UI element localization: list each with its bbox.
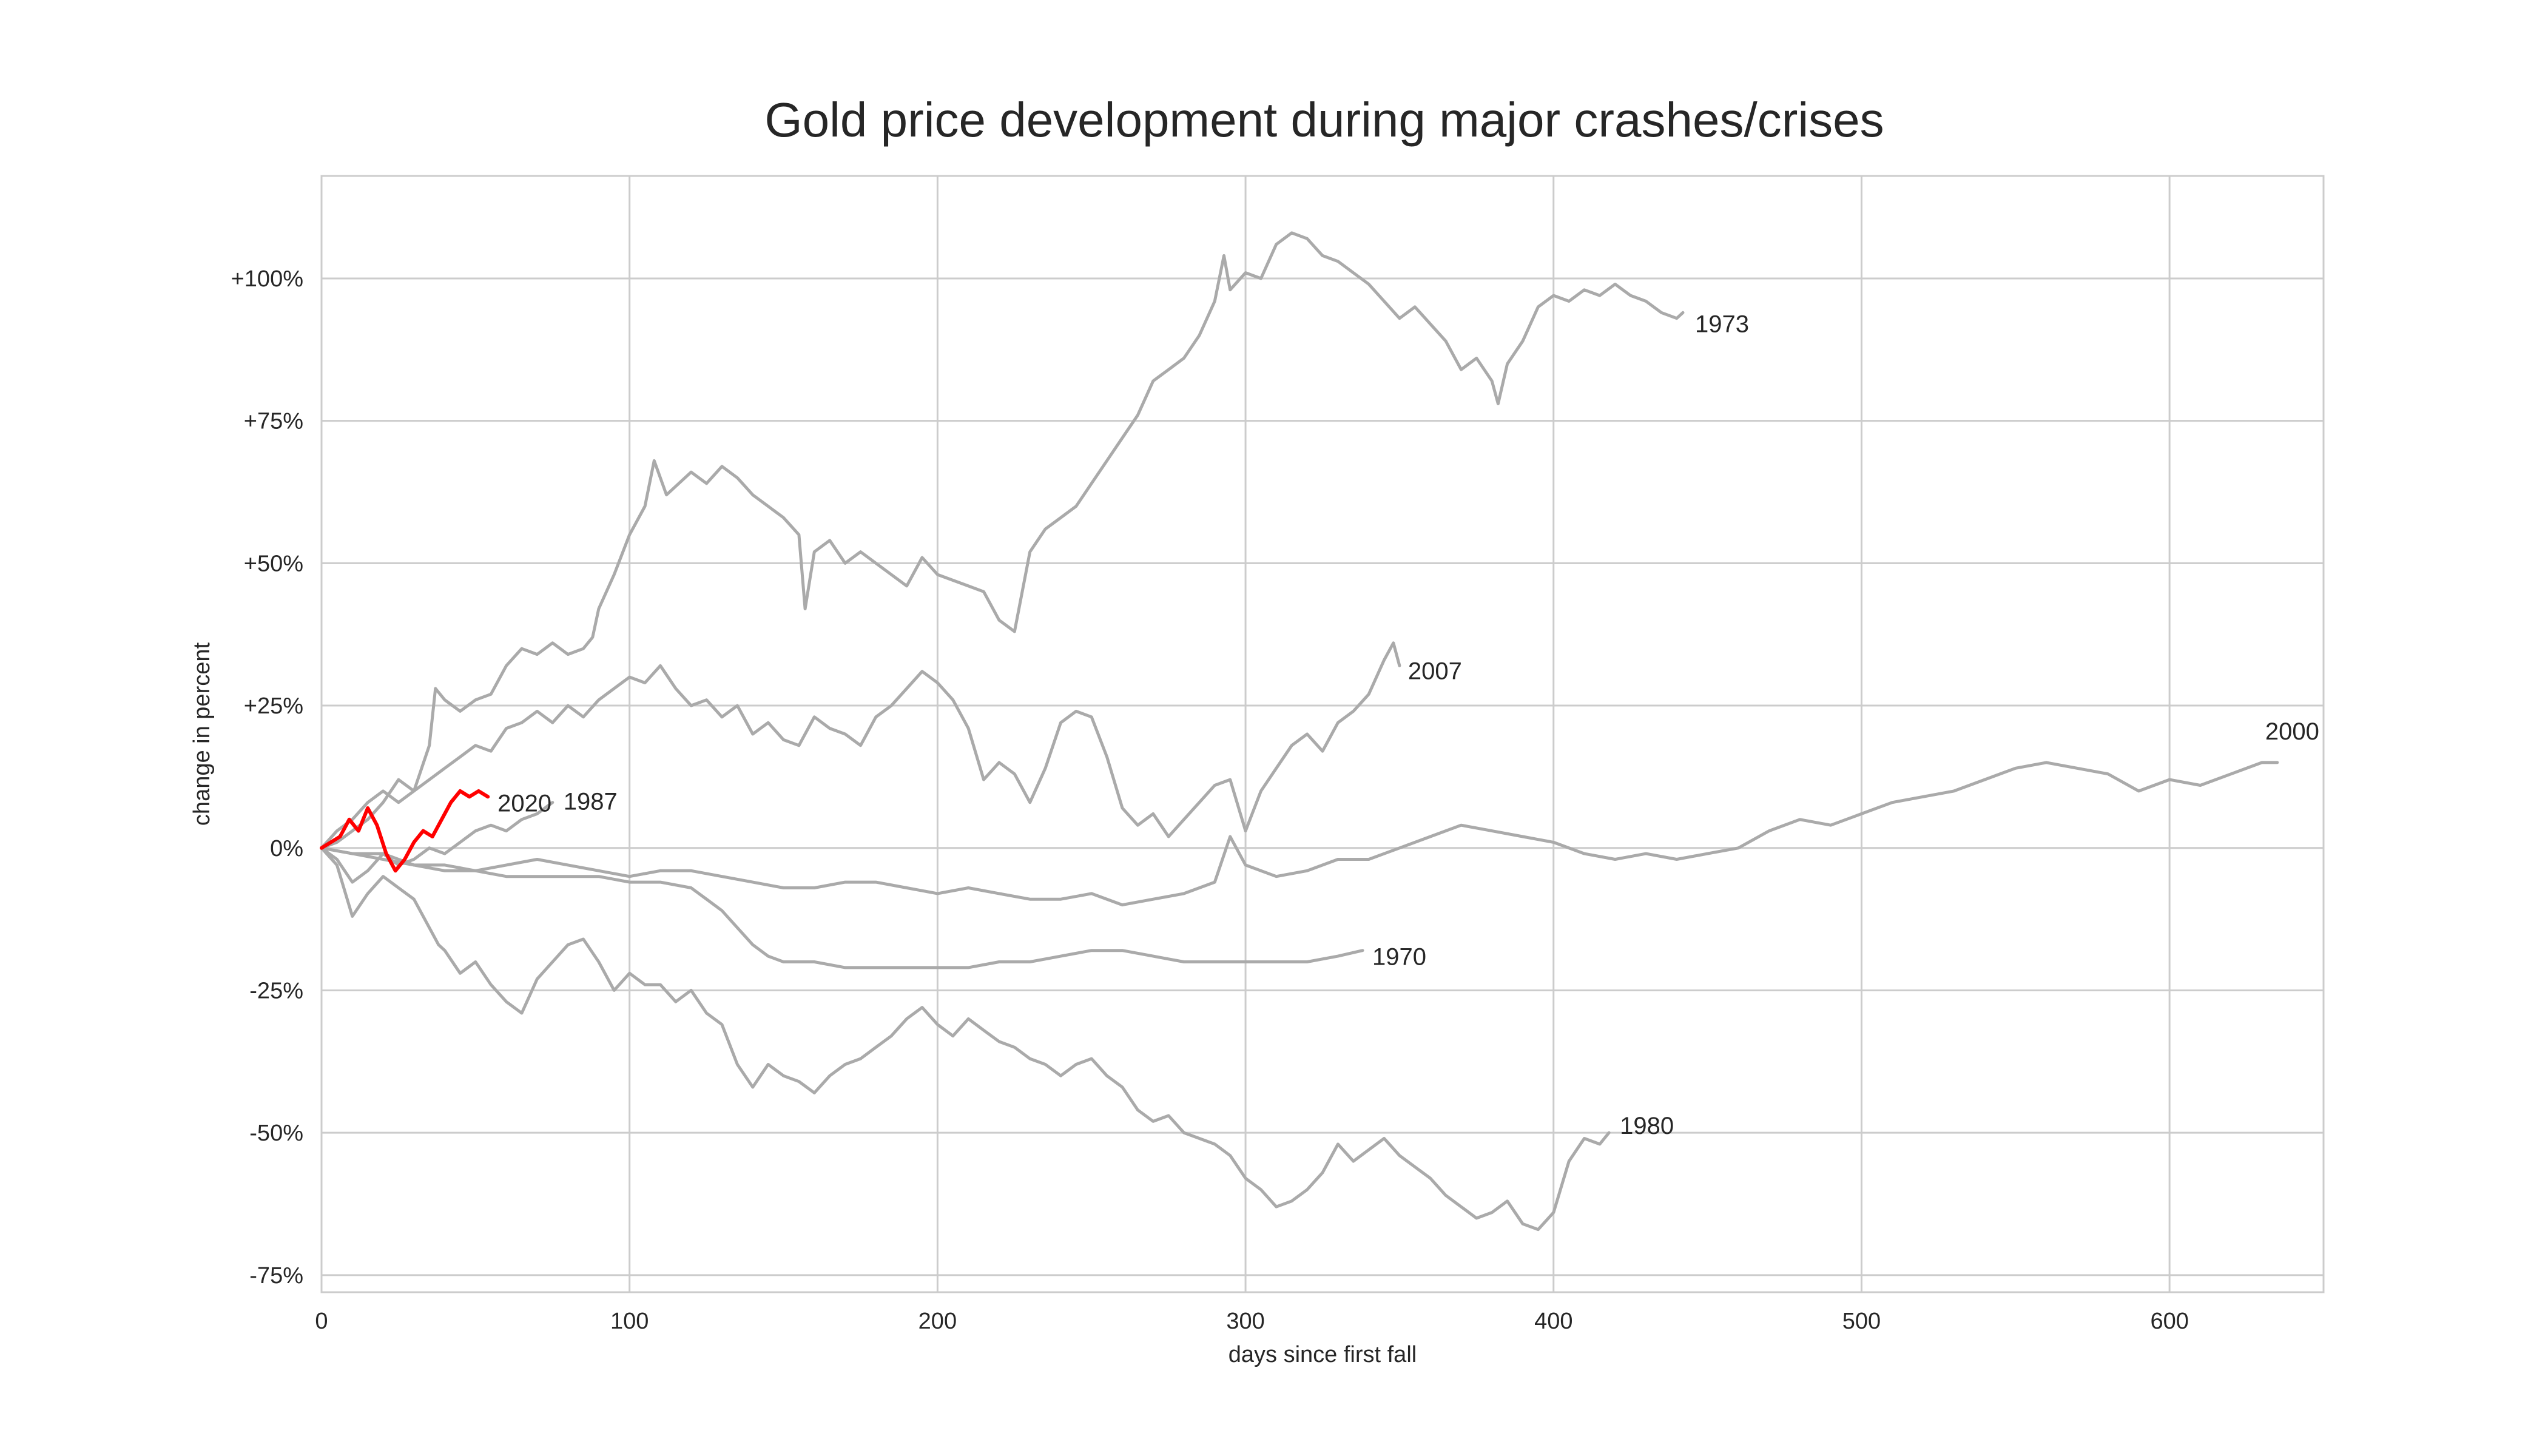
y-tick-label: -25% bbox=[249, 978, 303, 1003]
y-axis-title: change in percent bbox=[189, 642, 215, 826]
series-label-2007: 2007 bbox=[1408, 658, 1462, 684]
y-tick-label: -50% bbox=[249, 1121, 303, 1146]
series-end-labels: 1973 2007 2000 1987 1970 1980 2020 bbox=[497, 311, 2319, 1139]
y-tick-label: +25% bbox=[244, 693, 303, 719]
series-line-2007 bbox=[320, 641, 1401, 850]
x-tick-label: 500 bbox=[1842, 1309, 1881, 1334]
y-tick-label: -75% bbox=[249, 1263, 303, 1289]
series-label-1980: 1980 bbox=[1620, 1113, 1674, 1139]
series-line-1987 bbox=[320, 801, 554, 884]
chart-title: Gold price development during major cras… bbox=[764, 93, 1884, 147]
x-tick-label: 400 bbox=[1534, 1309, 1572, 1334]
series-line-1973 bbox=[320, 231, 1685, 850]
y-tick-labels: +100% +75% +50% +25% 0% -25% -50% -75% bbox=[231, 266, 303, 1289]
grid-lines bbox=[320, 176, 2324, 1292]
series-lines bbox=[320, 231, 2279, 1232]
y-tick-label: +100% bbox=[231, 266, 303, 292]
plot-frame bbox=[320, 175, 2325, 1293]
series-label-2000: 2000 bbox=[2265, 718, 2319, 745]
x-tick-label: 300 bbox=[1226, 1309, 1264, 1334]
x-tick-label: 200 bbox=[918, 1309, 957, 1334]
series-line-1980 bbox=[320, 846, 1611, 1232]
series-label-1973: 1973 bbox=[1695, 311, 1749, 337]
y-tick-label: +75% bbox=[244, 409, 303, 434]
y-tick-label: 0% bbox=[270, 836, 303, 861]
series-label-1987: 1987 bbox=[564, 789, 618, 815]
series-line-2000 bbox=[320, 761, 2279, 907]
series-label-2020: 2020 bbox=[497, 790, 551, 817]
x-axis-title: days since first fall bbox=[1228, 1342, 1417, 1367]
x-tick-label: 0 bbox=[315, 1309, 328, 1334]
x-tick-label: 600 bbox=[2150, 1309, 2188, 1334]
y-tick-label: +50% bbox=[244, 551, 303, 576]
series-line-2020 bbox=[320, 789, 490, 873]
series-line-1970 bbox=[320, 846, 1364, 969]
x-tick-label: 100 bbox=[610, 1309, 649, 1334]
x-tick-labels: 0 100 200 300 400 500 600 bbox=[315, 1309, 2188, 1334]
series-label-1970: 1970 bbox=[1372, 944, 1426, 971]
